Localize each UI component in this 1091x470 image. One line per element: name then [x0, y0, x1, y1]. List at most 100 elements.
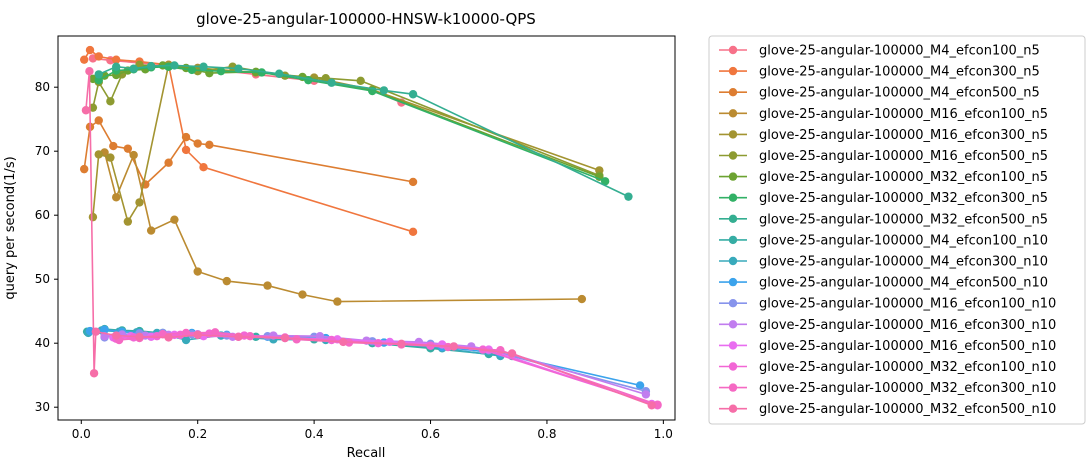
- plot-area: [80, 46, 662, 410]
- legend-label: glove-25-angular-100000_M16_efcon500_n10: [759, 339, 1056, 354]
- data-point: [182, 133, 190, 141]
- legend-item: glove-25-angular-100000_M16_efcon100_n5: [719, 107, 1048, 122]
- legend-item: glove-25-angular-100000_M32_efcon500_n5: [719, 212, 1048, 227]
- data-point: [109, 142, 117, 150]
- legend-label: glove-25-angular-100000_M16_efcon300_n5: [759, 128, 1048, 143]
- y-tick-label: 80: [35, 80, 50, 94]
- legend-label: glove-25-angular-100000_M32_efcon500_n5: [759, 212, 1048, 227]
- legend-label: glove-25-angular-100000_M4_efcon100_n10: [759, 233, 1048, 248]
- data-point: [170, 215, 178, 223]
- data-point: [92, 327, 100, 335]
- data-point: [450, 342, 458, 350]
- y-axis: 304050607080: [35, 80, 58, 414]
- data-point: [193, 267, 201, 275]
- data-point: [246, 332, 254, 340]
- legend-marker: [729, 46, 737, 54]
- data-point: [409, 178, 417, 186]
- legend-label: glove-25-angular-100000_M32_efcon300_n10: [759, 381, 1056, 396]
- data-point: [164, 159, 172, 167]
- legend-label: glove-25-angular-100000_M16_efcon100_n10: [759, 297, 1056, 312]
- legend-marker: [729, 320, 737, 328]
- legend-item: glove-25-angular-100000_M4_efcon300_n5: [719, 65, 1040, 80]
- data-point: [147, 226, 155, 234]
- data-point: [90, 369, 98, 377]
- data-point: [86, 46, 94, 54]
- data-point: [193, 331, 201, 339]
- data-point: [95, 150, 103, 158]
- data-point: [648, 401, 656, 409]
- data-point: [263, 281, 271, 289]
- data-point: [112, 331, 120, 339]
- data-point: [356, 77, 364, 85]
- data-point: [170, 61, 178, 69]
- data-point: [106, 153, 114, 161]
- legend-item: glove-25-angular-100000_M32_efcon500_n10: [719, 402, 1056, 417]
- data-point: [182, 146, 190, 154]
- legend-label: glove-25-angular-100000_M32_efcon100_n10: [759, 360, 1056, 375]
- legend-item: glove-25-angular-100000_M4_efcon500_n10: [719, 276, 1048, 291]
- data-point: [164, 333, 172, 341]
- x-tick-label: 1.0: [654, 427, 673, 441]
- data-point: [89, 213, 97, 221]
- data-point: [409, 90, 417, 98]
- series-4: [100, 148, 586, 306]
- legend-label: glove-25-angular-100000_M32_efcon500_n10: [759, 402, 1056, 417]
- legend-marker: [729, 278, 737, 286]
- y-tick-label: 60: [35, 208, 50, 222]
- data-point: [281, 334, 289, 342]
- x-axis-label: Recall: [347, 446, 386, 461]
- data-point: [112, 193, 120, 201]
- data-point: [234, 64, 242, 72]
- data-point: [199, 163, 207, 171]
- legend-item: glove-25-angular-100000_M4_efcon300_n10: [719, 255, 1048, 270]
- series-line: [93, 65, 599, 222]
- series-line: [86, 71, 652, 405]
- x-tick-label: 0.0: [72, 427, 91, 441]
- x-tick-label: 0.8: [537, 427, 556, 441]
- legend-marker: [729, 257, 737, 265]
- data-point: [95, 70, 103, 78]
- legend-marker: [729, 172, 737, 180]
- data-point: [82, 106, 90, 114]
- data-point: [223, 277, 231, 285]
- legend-item: glove-25-angular-100000_M32_efcon300_n10: [719, 381, 1056, 396]
- y-tick-label: 50: [35, 272, 50, 286]
- legend: glove-25-angular-100000_M4_efcon100_n5gl…: [709, 36, 1085, 424]
- legend-label: glove-25-angular-100000_M16_efcon300_n10: [759, 318, 1056, 333]
- legend-item: glove-25-angular-100000_M16_efcon300_n5: [719, 128, 1048, 143]
- data-point: [578, 295, 586, 303]
- data-point: [135, 198, 143, 206]
- data-point: [298, 290, 306, 298]
- data-point: [193, 139, 201, 147]
- series-18: [82, 67, 656, 409]
- data-point: [409, 228, 417, 236]
- data-point: [304, 76, 312, 84]
- data-point: [106, 97, 114, 105]
- legend-marker: [729, 383, 737, 391]
- data-point: [642, 390, 650, 398]
- legend-label: glove-25-angular-100000_M4_efcon300_n10: [759, 255, 1048, 270]
- data-point: [205, 141, 213, 149]
- data-point: [275, 70, 283, 78]
- series-10: [83, 325, 516, 360]
- legend-marker: [729, 109, 737, 117]
- legend-label: glove-25-angular-100000_M4_efcon500_n10: [759, 276, 1048, 291]
- data-point: [135, 333, 143, 341]
- legend-label: glove-25-angular-100000_M16_efcon100_n5: [759, 107, 1048, 122]
- legend-item: glove-25-angular-100000_M4_efcon100_n5: [719, 44, 1040, 59]
- x-tick-label: 0.6: [421, 427, 440, 441]
- legend-label: glove-25-angular-100000_M4_efcon300_n5: [759, 65, 1040, 80]
- data-point: [327, 79, 335, 87]
- data-point: [327, 336, 335, 344]
- series-line: [99, 67, 606, 182]
- legend-marker: [729, 88, 737, 96]
- data-point: [124, 144, 132, 152]
- data-point: [508, 349, 516, 357]
- legend-item: glove-25-angular-100000_M32_efcon100_n10: [719, 360, 1056, 375]
- legend-label: glove-25-angular-100000_M32_efcon300_n5: [759, 191, 1048, 206]
- legend-item: glove-25-angular-100000_M4_efcon500_n5: [719, 86, 1040, 101]
- legend-label: glove-25-angular-100000_M32_efcon100_n5: [759, 170, 1048, 185]
- legend-marker: [729, 194, 737, 202]
- legend-marker: [729, 67, 737, 75]
- legend-item: glove-25-angular-100000_M16_efcon100_n10: [719, 297, 1056, 312]
